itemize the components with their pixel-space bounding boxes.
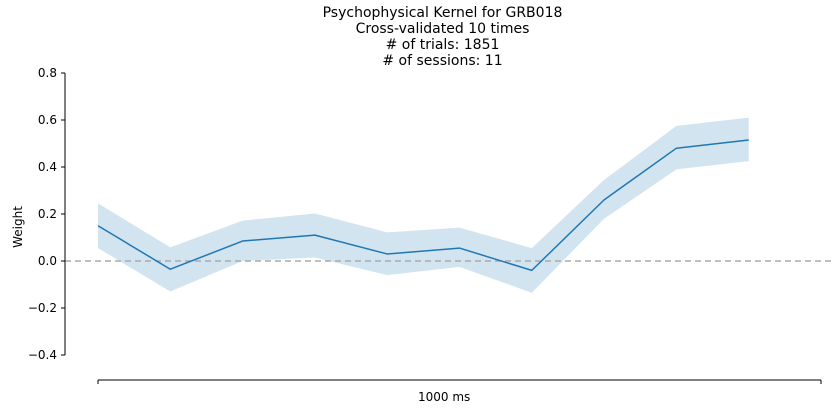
y-tick-label: 0.2	[38, 207, 57, 221]
chart-title-line-3: # of trials: 1851	[385, 37, 500, 53]
y-tick-label: 0.0	[38, 254, 57, 268]
axes-layer: −0.4 −0.2 0.0 0.2 0.4 0.6 0.8	[28, 66, 822, 384]
y-tick-label: −0.4	[28, 348, 57, 362]
x-axis-label: 1000 ms	[418, 390, 471, 404]
y-tick-label: 0.8	[38, 66, 57, 80]
y-tick-label: −0.2	[28, 301, 57, 315]
chart-title-line-4: # of sessions: 11	[382, 53, 503, 69]
series-line-0	[97, 139, 749, 272]
confidence-band-layer	[98, 117, 749, 293]
y-tick-label: 0.6	[38, 113, 57, 127]
confidence-band-0	[98, 117, 749, 293]
chart-title-line-2: Cross-validated 10 times	[355, 21, 530, 37]
y-tick-label: 0.4	[38, 160, 57, 174]
chart-title-line-1: Psychophysical Kernel for GRB018	[322, 5, 563, 21]
series-line-layer	[97, 139, 749, 272]
